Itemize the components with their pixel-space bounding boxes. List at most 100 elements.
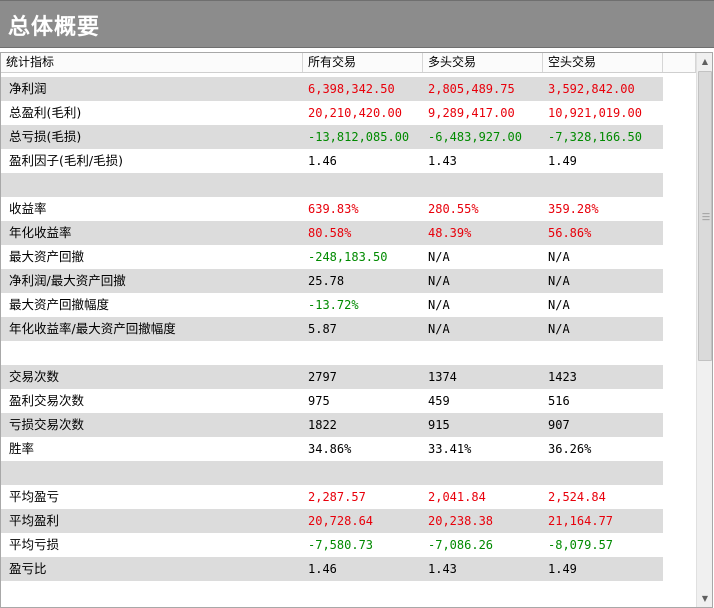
row-label: 平均亏损 (9, 537, 60, 552)
value-short-trades: 10,921,019.00 (548, 106, 642, 120)
value-long-trades: 33.41% (428, 442, 472, 456)
table-row[interactable]: 平均亏损 -7,580.73 -7,086.26 -8,079.57 (1, 533, 663, 557)
row-label: 交易次数 (9, 369, 60, 384)
value-short-trades: 21,164.77 (548, 514, 614, 528)
table-row[interactable]: 平均盈亏 2,287.57 2,041.84 2,524.84 (1, 485, 663, 509)
table-row[interactable]: 交易次数 2797 1374 1423 (1, 365, 663, 389)
table-row[interactable]: 盈利因子(毛利/毛损) 1.46 1.43 1.49 (1, 149, 663, 173)
row-label: 盈利交易次数 (9, 393, 85, 408)
value-short-trades: -8,079.57 (548, 538, 614, 552)
row-label: 净利润 (9, 81, 47, 96)
table-row[interactable] (1, 341, 663, 365)
row-label: 胜率 (9, 441, 35, 456)
table-row[interactable]: 最大资产回撤 -248,183.50 N/A N/A (1, 245, 663, 269)
table-row[interactable]: 年化收益率/最大资产回撤幅度 5.87 N/A N/A (1, 317, 663, 341)
vertical-scrollbar[interactable]: ▲ — — — ▼ (696, 53, 712, 607)
table-row[interactable]: 胜率 34.86% 33.41% 36.26% (1, 437, 663, 461)
table-row[interactable]: 净利润 6,398,342.50 2,805,489.75 3,592,842.00 (1, 77, 663, 101)
value-short-trades: 1.49 (548, 154, 577, 168)
row-label: 总盈利(毛利) (9, 105, 82, 120)
table-row[interactable]: 年化收益率 80.58% 48.39% 56.86% (1, 221, 663, 245)
row-label: 年化收益率 (9, 225, 72, 240)
value-short-trades: 56.86% (548, 226, 592, 240)
table-row[interactable]: 盈利交易次数 975 459 516 (1, 389, 663, 413)
value-short-trades: 1.49 (548, 562, 577, 576)
value-all-trades: 639.83% (308, 202, 359, 216)
row-label: 亏损交易次数 (9, 417, 85, 432)
value-all-trades: 2,287.57 (308, 490, 366, 504)
title-bar: 总体概要 (0, 0, 714, 48)
row-label: 总亏损(毛损) (9, 129, 82, 144)
value-long-trades: -6,483,927.00 (428, 130, 522, 144)
value-long-trades: N/A (428, 322, 450, 336)
value-long-trades: 1.43 (428, 154, 457, 168)
row-label: 最大资产回撤 (9, 249, 85, 264)
table-row[interactable] (1, 173, 663, 197)
scrollbar-thumb[interactable]: — — — (698, 71, 712, 361)
scroll-down-arrow-icon[interactable]: ▼ (697, 590, 712, 607)
value-short-trades: N/A (548, 250, 570, 264)
value-long-trades: 280.55% (428, 202, 479, 216)
value-short-trades: 516 (548, 394, 570, 408)
value-long-trades: -7,086.26 (428, 538, 494, 552)
table-row[interactable]: 收益率 639.83% 280.55% 359.28% (1, 197, 663, 221)
value-all-trades: 20,728.64 (308, 514, 374, 528)
row-label: 年化收益率/最大资产回撤幅度 (9, 321, 176, 336)
value-long-trades: N/A (428, 298, 450, 312)
value-all-trades: -7,580.73 (308, 538, 374, 552)
grip-icon: — — — (702, 209, 710, 224)
value-long-trades: N/A (428, 250, 450, 264)
value-short-trades: N/A (548, 298, 570, 312)
value-all-trades: 975 (308, 394, 330, 408)
column-header-metric[interactable]: 统计指标 (1, 53, 303, 72)
column-header-long-trades[interactable]: 多头交易 (423, 53, 543, 72)
value-short-trades: 2,524.84 (548, 490, 606, 504)
value-short-trades: N/A (548, 322, 570, 336)
table-row[interactable]: 最大资产回撤幅度 -13.72% N/A N/A (1, 293, 663, 317)
scroll-up-arrow-icon[interactable]: ▲ (697, 53, 712, 70)
table-row[interactable]: 净利润/最大资产回撤 25.78 N/A N/A (1, 269, 663, 293)
value-all-trades: 6,398,342.50 (308, 82, 395, 96)
value-all-trades: 1822 (308, 418, 337, 432)
value-long-trades: 1374 (428, 370, 457, 384)
value-all-trades: 80.58% (308, 226, 352, 240)
value-all-trades: -13,812,085.00 (308, 130, 410, 144)
value-long-trades: 1.43 (428, 562, 457, 576)
table-header: 统计指标 所有交易 多头交易 空头交易 (1, 53, 696, 73)
value-all-trades: -13.72% (308, 298, 359, 312)
value-long-trades: 48.39% (428, 226, 472, 240)
column-header-short-trades[interactable]: 空头交易 (543, 53, 663, 72)
value-short-trades: 907 (548, 418, 570, 432)
row-label: 平均盈亏 (9, 489, 60, 504)
column-header-filler (663, 53, 696, 72)
table-row[interactable] (1, 461, 663, 485)
value-all-trades: 34.86% (308, 442, 352, 456)
value-all-trades: -248,183.50 (308, 250, 388, 264)
row-label: 净利润/最大资产回撤 (9, 273, 126, 288)
value-short-trades: 359.28% (548, 202, 599, 216)
table-row[interactable]: 总盈利(毛利) 20,210,420.00 9,289,417.00 10,921,0… (1, 101, 663, 125)
summary-table-panel: 统计指标 所有交易 多头交易 空头交易 净利润 6,398,342.50 2,805… (0, 52, 713, 608)
table-row[interactable]: 亏损交易次数 1822 915 907 (1, 413, 663, 437)
value-all-trades: 1.46 (308, 154, 337, 168)
table-row[interactable]: 总亏损(毛损) -13,812,085.00 -6,483,927.00 -7,328… (1, 125, 663, 149)
column-header-all-trades[interactable]: 所有交易 (303, 53, 423, 72)
table-row[interactable]: 盈亏比 1.46 1.43 1.49 (1, 557, 663, 581)
value-short-trades: 1423 (548, 370, 577, 384)
page-title: 总体概要 (8, 15, 101, 40)
value-long-trades: N/A (428, 274, 450, 288)
value-long-trades: 2,041.84 (428, 490, 486, 504)
value-short-trades: N/A (548, 274, 570, 288)
value-all-trades: 5.87 (308, 322, 337, 336)
value-all-trades: 2797 (308, 370, 337, 384)
table-row[interactable]: 平均盈利 20,728.64 20,238.38 21,164.77 (1, 509, 663, 533)
value-long-trades: 2,805,489.75 (428, 82, 515, 96)
value-short-trades: 3,592,842.00 (548, 82, 635, 96)
value-short-trades: -7,328,166.50 (548, 130, 642, 144)
row-label: 盈亏比 (9, 561, 47, 576)
value-long-trades: 459 (428, 394, 450, 408)
table-body: 净利润 6,398,342.50 2,805,489.75 3,592,842.00 总… (1, 77, 663, 581)
row-label: 盈利因子(毛利/毛损) (9, 153, 123, 168)
value-long-trades: 9,289,417.00 (428, 106, 515, 120)
value-all-trades: 25.78 (308, 274, 345, 288)
